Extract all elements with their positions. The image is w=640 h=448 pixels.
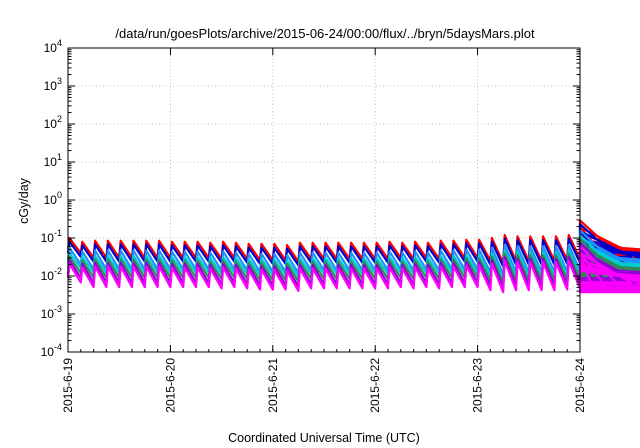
y-tick-exponent: 3 bbox=[57, 76, 62, 86]
y-tick-base: 10 bbox=[44, 193, 58, 207]
chart-title: /data/run/goesPlots/archive/2015-06-24/0… bbox=[115, 26, 535, 41]
y-tick-exponent: -3 bbox=[54, 304, 62, 314]
y-tick-label: 10-1 bbox=[41, 228, 62, 245]
x-tick-label: 2015-6-24 bbox=[573, 358, 587, 413]
series-group bbox=[66, 219, 640, 294]
y-tick-base: 10 bbox=[44, 79, 58, 93]
x-tick-label: 2015-6-20 bbox=[163, 358, 177, 413]
x-tick-labels: 2015-6-19 2015-6-20 2015-6-21 2015-6-22 2015… bbox=[61, 358, 587, 413]
y-tick-base: 10 bbox=[41, 231, 55, 245]
x-axis-label: Coordinated Universal Time (UTC) bbox=[228, 431, 420, 445]
y-tick-exponent: -4 bbox=[54, 342, 62, 352]
y-tick-exponent: 4 bbox=[57, 38, 62, 48]
y-tick-exponent: -1 bbox=[54, 228, 62, 238]
y-tick-label: 10-2 bbox=[41, 266, 62, 283]
y-tick-base: 10 bbox=[41, 345, 55, 359]
grid bbox=[68, 48, 580, 352]
y-tick-exponent: 1 bbox=[57, 152, 62, 162]
y-tick-label: 100 bbox=[44, 190, 62, 207]
y-tick-label: 101 bbox=[44, 152, 62, 169]
x-tick-label: 2015-6-21 bbox=[266, 358, 280, 413]
y-tick-label: 10-3 bbox=[41, 304, 62, 321]
y-tick-label: 103 bbox=[44, 76, 62, 93]
series-line-7 bbox=[66, 245, 640, 294]
y-tick-label: 104 bbox=[44, 38, 62, 55]
y-tick-exponent: -2 bbox=[54, 266, 62, 276]
y-tick-base: 10 bbox=[44, 155, 58, 169]
x-tick-label: 2015-6-19 bbox=[61, 358, 75, 413]
y-tick-exponent: 0 bbox=[57, 190, 62, 200]
y-tick-label: 10-4 bbox=[41, 342, 62, 359]
tick-marks bbox=[67, 47, 581, 353]
y-tick-base: 10 bbox=[41, 307, 55, 321]
y-tick-base: 10 bbox=[44, 41, 58, 55]
y-tick-base: 10 bbox=[44, 117, 58, 131]
x-tick-label: 2015-6-22 bbox=[368, 358, 382, 413]
y-tick-label: 102 bbox=[44, 114, 62, 131]
x-tick-label: 2015-6-23 bbox=[471, 358, 485, 413]
y-tick-exponent: 2 bbox=[57, 114, 62, 124]
y-axis-label: cGy/day bbox=[17, 177, 31, 224]
y-tick-base: 10 bbox=[41, 269, 55, 283]
